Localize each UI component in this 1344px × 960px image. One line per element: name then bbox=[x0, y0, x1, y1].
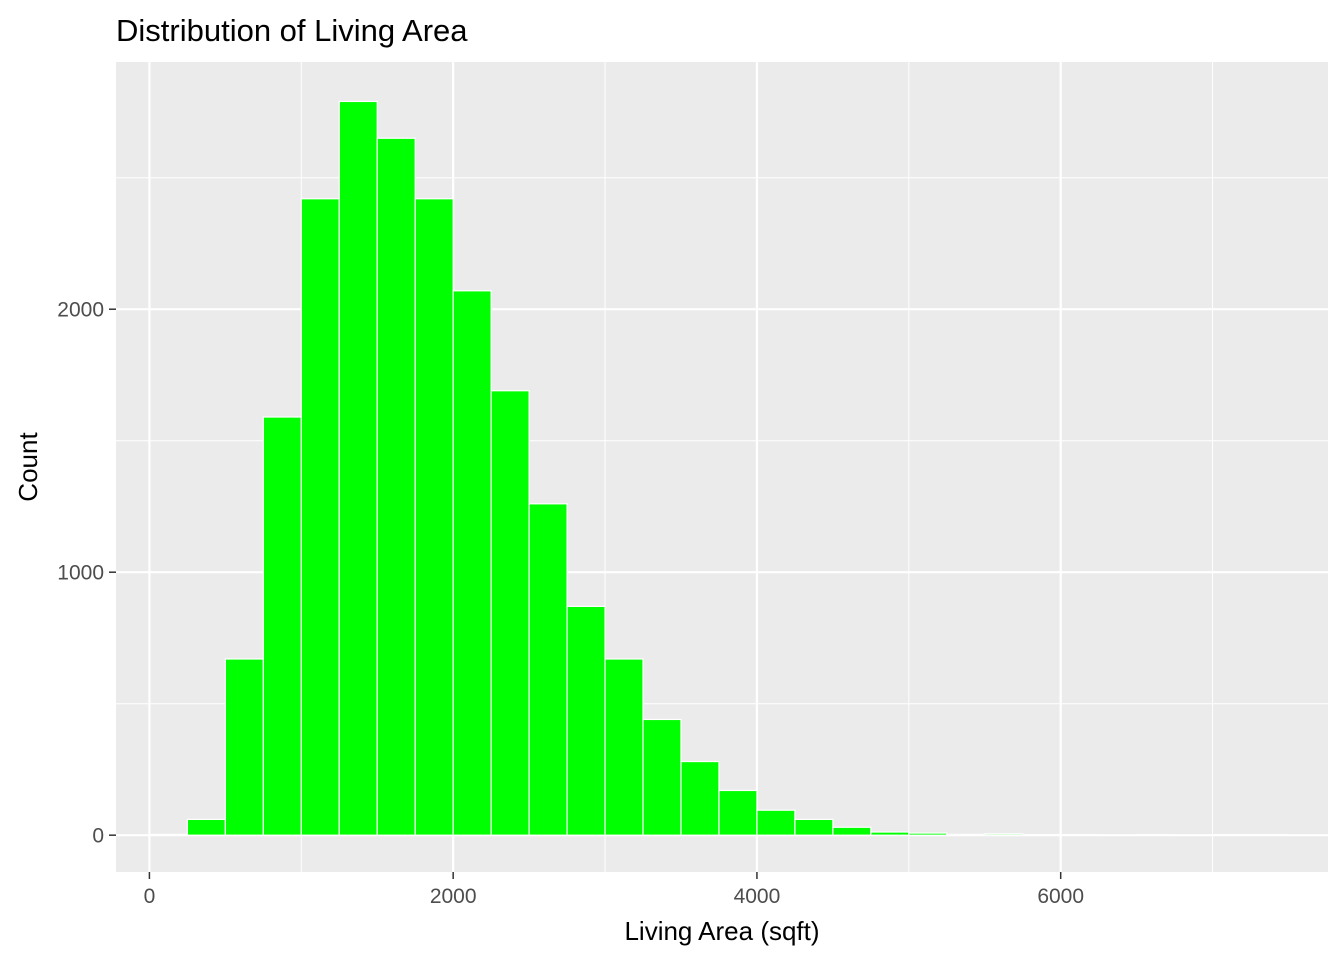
x-tick-label: 0 bbox=[144, 885, 156, 908]
x-axis: 0 2000 4000 6000 bbox=[144, 872, 1084, 908]
histogram-bar bbox=[756, 809, 796, 836]
histogram-bar bbox=[490, 390, 530, 836]
y-tick-label: 1000 bbox=[57, 562, 104, 585]
histogram-bar bbox=[642, 718, 682, 836]
histogram-bar bbox=[186, 818, 226, 836]
histogram-bar bbox=[452, 290, 492, 836]
histogram-bar bbox=[338, 100, 378, 836]
x-tick-label: 6000 bbox=[1037, 885, 1084, 908]
histogram-bar bbox=[566, 605, 606, 836]
histogram-bar bbox=[262, 416, 302, 836]
histogram-bar bbox=[680, 760, 720, 836]
histogram-bar bbox=[148, 833, 188, 836]
y-tick-label: 0 bbox=[92, 825, 104, 848]
histogram-bar bbox=[794, 818, 834, 836]
histogram-bar bbox=[870, 831, 910, 836]
histogram-bar bbox=[300, 198, 340, 836]
histogram-bars bbox=[148, 100, 1290, 836]
histogram-bar bbox=[414, 198, 454, 836]
histogram-bar bbox=[908, 832, 948, 836]
histogram-bar bbox=[984, 833, 1024, 836]
histogram-bar bbox=[718, 789, 758, 836]
histogram-bar bbox=[946, 833, 986, 836]
y-axis-title: Count bbox=[13, 432, 43, 502]
histogram-bar bbox=[376, 137, 416, 836]
histogram-bar bbox=[528, 503, 568, 836]
histogram-bar bbox=[224, 658, 264, 836]
x-tick-label: 4000 bbox=[734, 885, 781, 908]
histogram-bar bbox=[1022, 834, 1062, 836]
histogram-bar bbox=[832, 826, 872, 836]
y-axis: 0 1000 2000 bbox=[57, 299, 116, 848]
x-axis-title: Living Area (sqft) bbox=[624, 916, 819, 946]
histogram-bar bbox=[604, 658, 644, 836]
x-tick-label: 2000 bbox=[430, 885, 477, 908]
chart-title: Distribution of Living Area bbox=[116, 13, 468, 48]
y-tick-label: 2000 bbox=[57, 299, 104, 322]
minor-gridlines bbox=[116, 62, 1328, 872]
